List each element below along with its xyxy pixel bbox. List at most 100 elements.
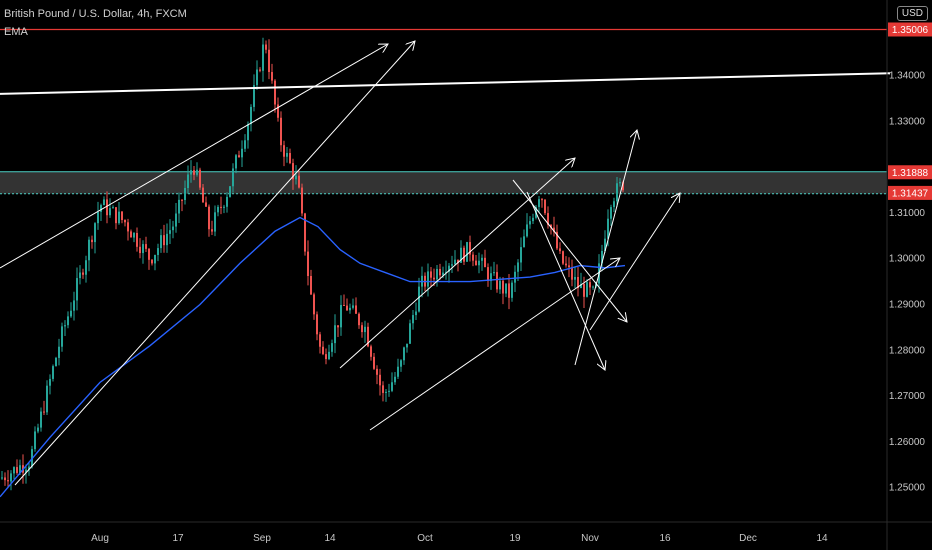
- candle: [175, 203, 177, 233]
- candle: [70, 302, 72, 318]
- candle-body: [199, 169, 201, 188]
- candle-body: [418, 286, 420, 312]
- candle-body: [541, 199, 543, 201]
- indicator-label[interactable]: EMA: [4, 26, 28, 38]
- candle: [475, 254, 477, 266]
- candle: [325, 348, 327, 365]
- candle: [481, 254, 483, 271]
- candle: [451, 255, 453, 273]
- candle: [616, 176, 618, 208]
- candle-body: [220, 206, 222, 208]
- candle-body: [223, 206, 225, 208]
- candle-body: [91, 239, 93, 243]
- candle-body: [67, 316, 69, 326]
- candle: [352, 298, 354, 310]
- candle: [43, 400, 45, 416]
- candle: [586, 279, 588, 298]
- candle: [202, 183, 204, 203]
- candle-body: [280, 117, 282, 146]
- candle-body: [439, 268, 441, 276]
- candle-body: [526, 224, 528, 237]
- candle-body: [211, 229, 213, 232]
- candle: [289, 148, 291, 165]
- trendline-6: [512, 179, 627, 322]
- candle: [208, 204, 210, 237]
- candle-body: [406, 343, 408, 348]
- candle: [268, 39, 270, 80]
- candle-body: [514, 271, 516, 283]
- candle-body: [409, 323, 411, 344]
- candle: [229, 185, 231, 198]
- candle-body: [76, 278, 78, 301]
- candle: [472, 251, 474, 267]
- currency-button[interactable]: USD: [896, 6, 928, 21]
- candle-body: [7, 480, 9, 482]
- price-label-box: [888, 22, 932, 37]
- candle: [16, 459, 18, 475]
- candle: [337, 325, 339, 337]
- candle: [313, 292, 315, 320]
- candle: [373, 353, 375, 370]
- candle-body: [574, 276, 576, 280]
- candle-body: [181, 199, 183, 201]
- candle-body: [106, 199, 108, 216]
- candle: [34, 426, 36, 452]
- candle-body: [358, 313, 360, 326]
- candle: [238, 150, 240, 158]
- candle: [412, 310, 414, 330]
- candle: [85, 255, 87, 283]
- candle: [400, 359, 402, 372]
- candle: [187, 165, 189, 194]
- candle: [145, 236, 147, 252]
- candle: [4, 472, 6, 486]
- candle: [592, 285, 594, 290]
- candle: [184, 180, 186, 205]
- candle: [160, 229, 162, 253]
- candle: [316, 311, 318, 341]
- candle: [379, 368, 381, 396]
- candle: [181, 199, 183, 212]
- candle-body: [325, 354, 327, 360]
- candle-body: [259, 69, 261, 71]
- candle-body: [331, 343, 333, 352]
- candle-body: [475, 260, 477, 266]
- candle-body: [100, 205, 102, 212]
- candle: [220, 196, 222, 215]
- candle: [262, 37, 264, 82]
- candle: [385, 388, 387, 402]
- ema-line: [0, 216, 626, 498]
- candle: [58, 338, 60, 366]
- trendline-8: [574, 130, 637, 366]
- candle-body: [187, 174, 189, 189]
- candle: [199, 167, 201, 190]
- candle: [124, 219, 126, 227]
- candle-body: [133, 232, 135, 238]
- candle: [391, 372, 393, 393]
- candle-body: [178, 199, 180, 214]
- candle: [106, 191, 108, 224]
- candle-body: [250, 106, 252, 125]
- candle: [97, 201, 99, 230]
- candle-body: [607, 218, 609, 239]
- candle-body: [217, 206, 219, 213]
- candle-body: [232, 168, 234, 187]
- candle-body: [136, 232, 138, 247]
- candle: [193, 165, 195, 181]
- candle: [241, 140, 243, 168]
- candle-body: [403, 347, 405, 361]
- candle-body: [61, 326, 63, 347]
- candle-body: [283, 145, 285, 157]
- candle-body: [202, 187, 204, 203]
- candle: [397, 358, 399, 380]
- candle: [169, 219, 171, 244]
- candle-body: [160, 235, 162, 249]
- candle: [508, 273, 510, 310]
- candle: [73, 291, 75, 321]
- candle-body: [169, 230, 171, 234]
- candle: [358, 312, 360, 329]
- candle: [553, 216, 555, 237]
- candle-body: [304, 213, 306, 252]
- candle-body: [112, 207, 114, 209]
- candle-body: [478, 260, 480, 266]
